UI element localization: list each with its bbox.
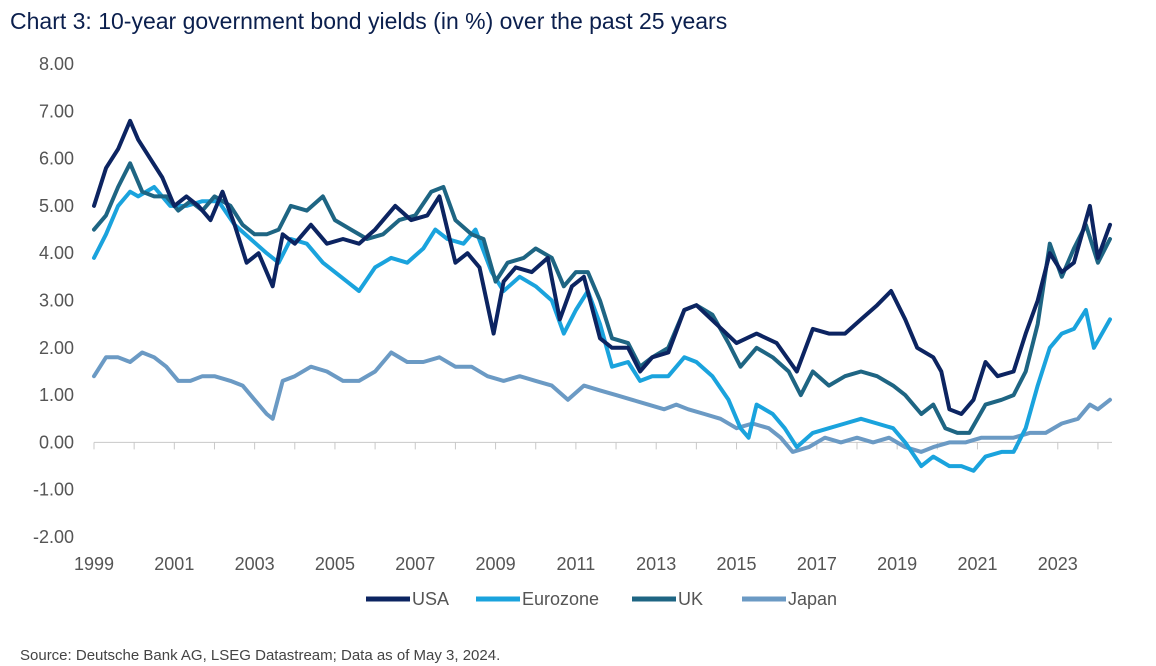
legend-label-usa: USA (412, 589, 449, 609)
x-tick-label: 2001 (154, 554, 194, 574)
x-tick-label: 2021 (957, 554, 997, 574)
y-tick-label: 3.00 (39, 291, 74, 311)
legend-label-japan: Japan (788, 589, 837, 609)
y-tick-label: 0.00 (39, 432, 74, 452)
x-tick-label: 2003 (235, 554, 275, 574)
x-tick-label: 2019 (877, 554, 917, 574)
series-line-uk (92, 161, 1112, 435)
source-note: Source: Deutsche Bank AG, LSEG Datastrea… (20, 647, 501, 664)
y-tick-label: -1.00 (33, 480, 74, 500)
x-tick-label: 1999 (74, 554, 114, 574)
y-tick-label: 4.00 (39, 243, 74, 263)
x-tick-label: 2011 (557, 554, 596, 574)
series-line-eurozone (92, 185, 1112, 473)
chart-title: Chart 3: 10-year government bond yields … (10, 8, 728, 34)
y-tick-label: 7.00 (39, 101, 74, 121)
x-tick-label: 2017 (797, 554, 837, 574)
y-tick-label: 2.00 (39, 338, 74, 358)
x-axis: 1999 2001 2003 2005 2007 2009 2011 2013 2015 2017… (74, 441, 1112, 574)
legend: USA Eurozone UK Japan (366, 589, 837, 609)
y-tick-label: 5.00 (39, 196, 74, 216)
series-layer (92, 118, 1112, 473)
y-tick-label: -2.00 (33, 527, 74, 547)
series-line-usa (92, 118, 1112, 416)
line-chart: 8.00 7.00 6.00 5.00 4.00 3.00 2.00 1.00 0.00 -1.0… (33, 54, 1112, 609)
x-tick-label: 2005 (315, 554, 355, 574)
y-axis: 8.00 7.00 6.00 5.00 4.00 3.00 2.00 1.00 0.00 -1.0… (33, 54, 74, 547)
y-tick-label: 6.00 (39, 149, 74, 169)
series-line-japan (92, 350, 1112, 454)
x-tick-label: 2015 (717, 554, 757, 574)
x-tick-label: 2007 (395, 554, 435, 574)
legend-label-eurozone: Eurozone (522, 589, 599, 609)
x-tick-label: 2023 (1038, 554, 1078, 574)
x-tick-label: 2013 (636, 554, 676, 574)
legend-label-uk: UK (678, 589, 703, 609)
y-tick-label: 1.00 (39, 385, 74, 405)
y-tick-label: 8.00 (39, 54, 74, 74)
x-tick-label: 2009 (476, 554, 516, 574)
